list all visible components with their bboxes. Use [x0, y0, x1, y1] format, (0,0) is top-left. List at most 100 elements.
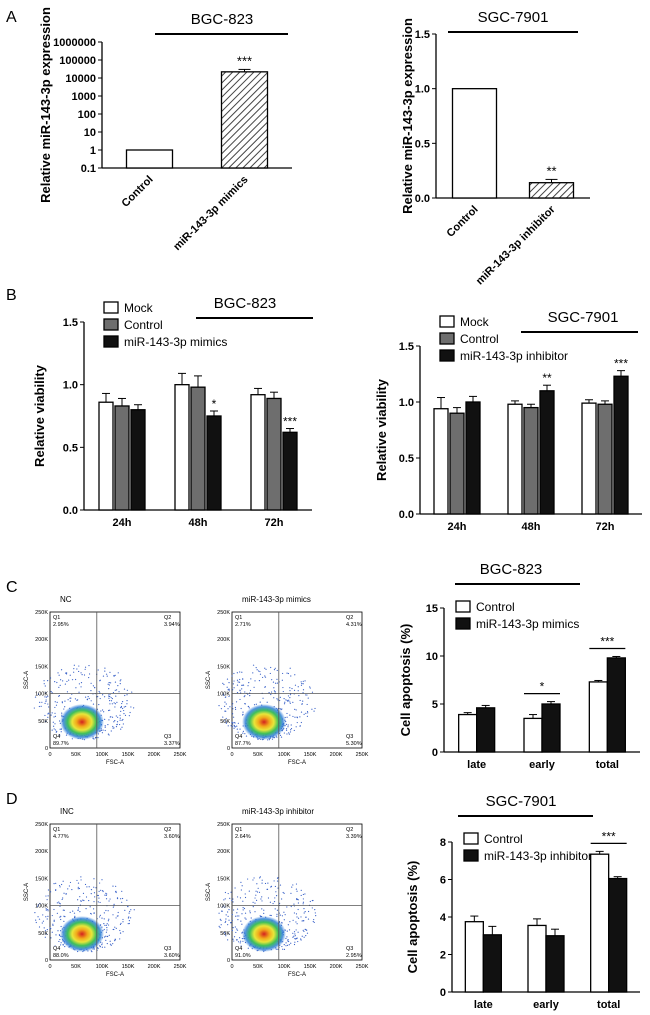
flow-x-label: FSC-A [288, 972, 306, 978]
flow-event-dot [299, 716, 301, 718]
flow-event-dot [303, 930, 305, 933]
flow-event-dot [56, 681, 58, 684]
legend-label: miR-143-3p mimics [476, 617, 579, 631]
flow-event-dot [307, 697, 309, 699]
flow-event-dot [129, 917, 132, 919]
flow-y-label: SSC-A [24, 671, 30, 689]
flow-event-dot [234, 706, 237, 709]
bar-mock-48h [507, 403, 523, 515]
flow-event-dot [121, 719, 123, 722]
significance-label: * [540, 680, 545, 694]
quadrant-value-q4: 88.0% [53, 953, 69, 959]
flow-event-dot [116, 721, 119, 723]
quadrant-label-q3: Q3 [164, 734, 171, 740]
flow-event-dot [223, 720, 225, 722]
flow-event-dot [99, 692, 101, 694]
flow-event-dot [90, 690, 92, 692]
flow-event-dot [293, 935, 295, 937]
flow-event-dot [300, 938, 302, 940]
x-tick-label: early [533, 999, 560, 1011]
flow-event-dot [236, 912, 238, 914]
flow-event-dot [91, 951, 93, 953]
flow-x-tick: 200K [148, 964, 161, 970]
legend-label: Control [476, 600, 515, 614]
flow-event-dot [311, 708, 313, 710]
flow-event-dot [315, 915, 317, 917]
flow-event-dot [269, 672, 271, 675]
flow-event-dot [56, 701, 58, 703]
flow-event-dot [66, 691, 69, 693]
flow-event-dot [313, 710, 315, 712]
quadrant-label-q1: Q1 [53, 615, 60, 621]
bar-control-24h [449, 412, 465, 515]
flow-event-dot [79, 911, 81, 913]
flow-event-dot [243, 696, 245, 698]
flow-event-dot [234, 726, 236, 728]
flow-event-dot [50, 927, 52, 930]
flow-event-dot [109, 943, 112, 945]
flow-event-dot [277, 948, 279, 950]
flow-density-core [60, 704, 104, 740]
flow-event-dot [44, 930, 47, 932]
flow-x-tick: 200K [330, 964, 343, 970]
flow-event-dot [283, 703, 286, 705]
flow-event-dot [58, 940, 60, 943]
flow-event-dot [281, 679, 283, 681]
flow-event-dot [77, 886, 79, 888]
flow-event-dot [47, 680, 49, 682]
flow-event-dot [62, 897, 64, 899]
flow-event-dot [297, 690, 299, 692]
x-tick-label: early [529, 759, 556, 771]
flow-event-dot [102, 675, 105, 677]
flow-x-tick: 0 [230, 964, 233, 970]
flow-event-dot [220, 924, 222, 926]
flow-event-dot [68, 679, 70, 681]
flow-event-dot [58, 884, 61, 887]
chart-title: SGC-7901 [548, 309, 619, 326]
flow-event-dot [108, 900, 110, 902]
flow-event-dot [69, 911, 71, 914]
flow-event-dot [104, 894, 106, 896]
flow-event-dot [52, 923, 54, 925]
flow-event-dot [244, 733, 246, 735]
flow-event-dot [121, 702, 123, 705]
flow-event-dot [302, 898, 304, 900]
flow-event-dot [52, 721, 54, 723]
flow-y-tick: 0 [45, 958, 48, 964]
flow-event-dot [53, 883, 55, 885]
flow-event-dot [120, 710, 122, 712]
bar-mir-143-3p-mimics-48h [206, 415, 222, 511]
flow-x-tick: 150K [304, 752, 317, 758]
quadrant-value-q1: 4.77% [53, 834, 69, 840]
chart-d-sgc7901-apoptosis: 0 2 4 6 8 Cell apoptosis (%) SGC-7901 late early… [405, 793, 640, 1011]
flow-event-dot [301, 920, 303, 922]
flow-event-dot [294, 684, 297, 686]
flow-event-dot [295, 913, 298, 915]
x-tick-label: 72h [596, 521, 615, 533]
flow-event-dot [39, 902, 41, 905]
flow-event-dot [300, 684, 303, 686]
flow-event-dot [37, 916, 39, 918]
flow-event-dot [64, 700, 66, 702]
bar-control-72h [266, 397, 282, 511]
flow-event-dot [291, 886, 293, 888]
flow-event-dot [228, 919, 230, 921]
panel-label-a: A [6, 9, 17, 26]
flow-event-dot [40, 705, 42, 707]
flow-event-dot [71, 888, 73, 891]
flow-event-dot [287, 724, 289, 726]
flow-event-dot [244, 703, 246, 705]
flow-event-dot [281, 915, 283, 917]
x-tick-label: late [474, 999, 493, 1011]
flow-event-dot [111, 697, 113, 700]
flow-event-dot [285, 723, 288, 726]
flow-event-dot [62, 909, 64, 911]
flow-event-dot [77, 909, 79, 911]
flow-event-dot [281, 898, 283, 900]
flow-event-dot [103, 912, 105, 914]
flow-event-dot [302, 692, 304, 694]
quadrant-value-q2: 4.31% [346, 622, 362, 628]
flow-event-dot [237, 681, 239, 683]
flow-event-dot [224, 696, 226, 698]
flow-event-dot [99, 679, 101, 681]
